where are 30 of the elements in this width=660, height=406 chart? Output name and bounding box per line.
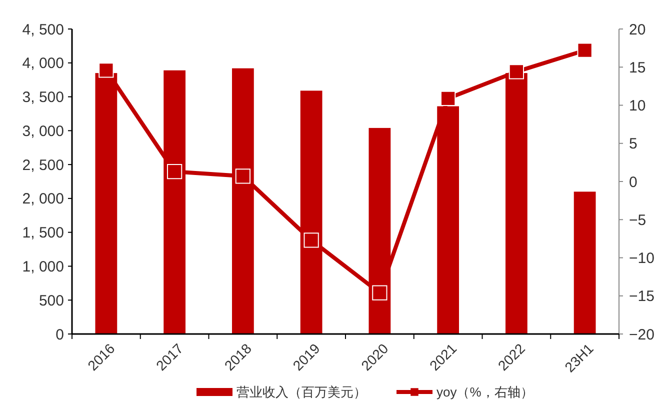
y-tick-label: 1, 000 <box>22 258 64 276</box>
y-tick-label: 0 <box>56 326 64 344</box>
y-tick-label: 500 <box>38 292 64 310</box>
y2-tick-label: 20 <box>629 21 646 38</box>
point <box>98 62 114 78</box>
point <box>372 285 388 300</box>
y2-tick-label: −20 <box>629 326 654 344</box>
y-tick-label: 2, 000 <box>22 190 64 208</box>
y-tick-label: 2, 500 <box>22 156 64 174</box>
y-tick-label: 3, 000 <box>22 122 64 140</box>
legend-label: yoy（%，右轴） <box>436 384 534 400</box>
y2-tick-label: 5 <box>629 136 638 153</box>
point <box>440 90 456 106</box>
y-tick-label: 4, 500 <box>22 21 64 38</box>
point <box>577 42 592 58</box>
y-tick-label: 3, 500 <box>22 89 64 106</box>
point <box>304 232 319 248</box>
y-tick-label: 4, 000 <box>22 55 64 72</box>
y2-tick-label: 10 <box>629 98 646 114</box>
point <box>235 168 251 184</box>
legend-label: 营业收入（百万美元） <box>236 384 366 400</box>
y2-tick-label: −15 <box>629 288 654 306</box>
y-tick-label: 1, 500 <box>22 224 64 242</box>
point <box>166 164 182 180</box>
y2-tick-label: −10 <box>629 250 654 267</box>
y2-tick-label: 15 <box>629 59 646 76</box>
point <box>508 64 524 80</box>
y2-tick-label: −5 <box>629 212 646 229</box>
bar <box>574 192 596 334</box>
y2-tick-label: 0 <box>629 174 638 191</box>
